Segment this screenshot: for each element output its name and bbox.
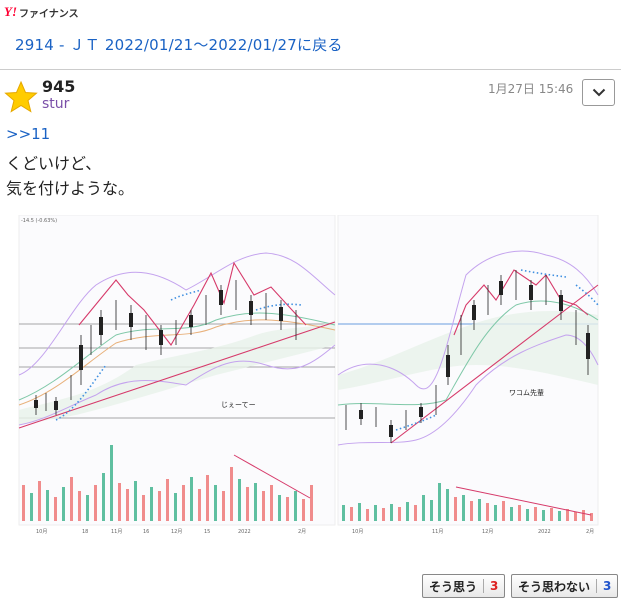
- back-to-thread-link[interactable]: 2914 - ＪＴ 2022/01/21〜2022/01/27に戻る: [15, 36, 343, 54]
- right-chart-panel: ワコム先輩 10月 11月 12月: [337, 214, 599, 535]
- stock-chart-graphic: -14.5 (-0.63%): [16, 214, 600, 543]
- post-timestamp: 1月27日 15:46: [488, 82, 574, 96]
- chevron-down-icon: [592, 88, 605, 97]
- left-x-tick: 11月: [111, 529, 122, 535]
- right-annotation: ワコム先輩: [509, 388, 544, 397]
- logo-mark: Y!: [4, 4, 17, 19]
- left-x-tick: 10月: [36, 529, 47, 535]
- attached-chart-image[interactable]: -14.5 (-0.63%): [16, 214, 600, 543]
- agree-count: 3: [483, 579, 504, 593]
- right-x-tick: 2022: [538, 529, 551, 535]
- post-body-line: くどいけど、: [6, 154, 102, 173]
- left-top-readout: -14.5 (-0.63%): [21, 218, 57, 224]
- right-volume-bars: [342, 483, 593, 521]
- yahoo-finance-logo[interactable]: Y! ファイナンス: [4, 4, 79, 20]
- left-x-tick: 15: [204, 529, 210, 535]
- right-x-tick: 12月: [482, 529, 493, 535]
- left-volume-bars: [22, 445, 313, 521]
- disagree-label: そう思わない: [518, 579, 591, 594]
- header-divider: [0, 69, 621, 70]
- left-chart-panel: -14.5 (-0.63%): [18, 214, 336, 535]
- username-link[interactable]: stur: [42, 96, 70, 112]
- left-x-tick: 12月: [171, 529, 182, 535]
- agree-label: そう思う: [429, 579, 478, 594]
- post-number: 945: [42, 77, 76, 96]
- star-icon: [4, 80, 38, 113]
- left-x-tick: 16: [143, 529, 149, 535]
- right-x-tick: 11月: [432, 529, 443, 535]
- disagree-count: 3: [596, 579, 617, 593]
- right-x-tick: 10月: [352, 529, 363, 535]
- left-x-tick: 2022: [238, 529, 251, 535]
- post-menu-button[interactable]: [582, 79, 615, 106]
- left-annotation: じぇーてー: [221, 401, 256, 409]
- post-body-line: 気を付けような。: [6, 179, 135, 198]
- right-x-tick: 2月: [586, 529, 594, 535]
- left-x-tick: 18: [82, 529, 88, 535]
- agree-button[interactable]: そう思う 3: [422, 574, 506, 598]
- left-x-tick: 2月: [298, 529, 306, 535]
- reply-reference-link[interactable]: >>11: [6, 125, 51, 143]
- logo-text: ファイナンス: [19, 8, 79, 20]
- disagree-button[interactable]: そう思わない 3: [511, 574, 619, 598]
